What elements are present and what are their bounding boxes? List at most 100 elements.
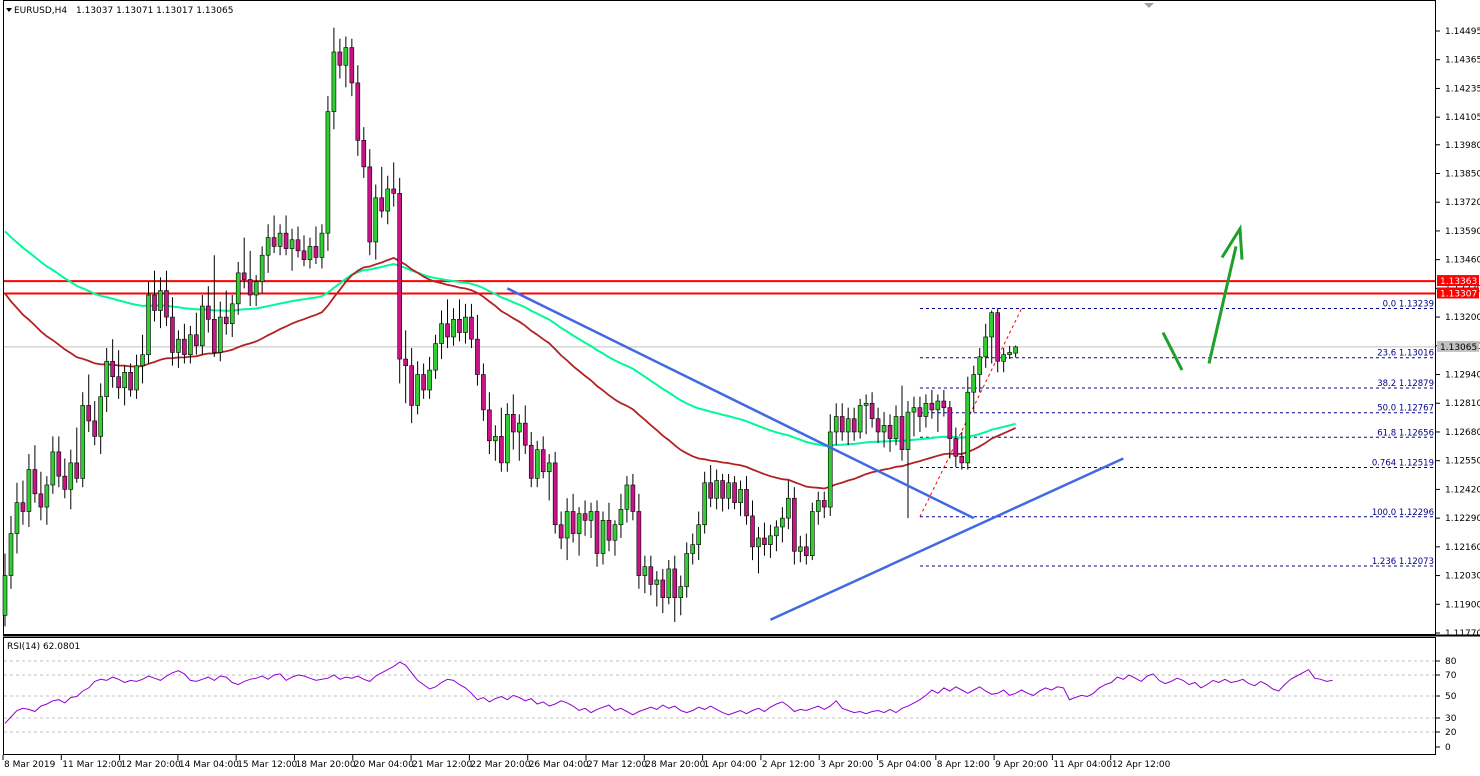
price-scale[interactable]: 1.14495 1.14365 1.14235 1.14105 1.13980 1.138… [1435, 27, 1480, 639]
candle [451, 308, 456, 346]
price-scale-tick-label: 1.14235 [1445, 84, 1480, 94]
candle [439, 310, 444, 360]
fibonacci-retracement[interactable]: 0.0 1.13239 23.6 1.13016 38.2 1.12879 50.0 … [919, 299, 1435, 567]
candle-body [558, 524, 564, 539]
candle [44, 476, 50, 525]
candle-body [427, 369, 432, 391]
candle-body [8, 533, 14, 576]
candle [481, 363, 486, 421]
candle-body [941, 400, 947, 408]
candle-body [624, 484, 630, 510]
candle-body [570, 511, 576, 534]
candle-body [505, 413, 510, 464]
candle-body [373, 197, 379, 243]
candle [953, 427, 959, 468]
time-axis-label: 5 Apr 04:00 [879, 760, 932, 770]
candle-body [827, 431, 833, 508]
candle-body [469, 316, 474, 340]
candle [14, 482, 20, 554]
candle [636, 493, 642, 589]
candle-body [152, 294, 157, 311]
candle [188, 325, 193, 364]
price-scale-tick-label: 1.13200 [1445, 313, 1480, 323]
price-tag: 1.13065 [1437, 340, 1479, 353]
candle-body [253, 281, 259, 296]
candle [289, 228, 295, 271]
candle [457, 299, 462, 342]
candle [2, 553, 8, 627]
rsi-indicator: 80 70 50 30 20 0 [4, 657, 1457, 753]
candle [893, 405, 899, 446]
candle-body [798, 546, 803, 552]
candle-body [815, 500, 821, 512]
candle-body [223, 316, 229, 325]
candle-body [612, 524, 618, 541]
candle [654, 571, 660, 607]
candle-body [839, 416, 845, 433]
candle-body [259, 254, 265, 283]
candle-body [660, 579, 666, 598]
candle-body [510, 413, 516, 433]
candle-body [62, 475, 68, 490]
candle-body [774, 526, 779, 537]
forecast-dip-line [1161, 331, 1184, 371]
rsi-scale-label: 80 [1445, 657, 1457, 667]
candle [875, 407, 881, 444]
candle-body [959, 455, 965, 464]
candle [624, 476, 630, 523]
symbol-label: EURUSD,H4 [14, 6, 67, 16]
candle [738, 480, 743, 516]
trendlines[interactable] [506, 287, 1124, 621]
price-scale-tick-label: 1.13590 [1445, 227, 1480, 237]
candle [361, 127, 367, 178]
shift-marker-icon[interactable] [1144, 3, 1154, 8]
candle-body [965, 391, 971, 464]
candle [104, 348, 109, 413]
candle [50, 436, 56, 494]
candle [702, 471, 707, 534]
candle [499, 407, 504, 472]
candle-body [391, 188, 397, 194]
symbol-dropdown-icon[interactable] [6, 8, 12, 12]
price-scale-tick-label: 1.14495 [1445, 27, 1480, 37]
candle [666, 560, 672, 605]
candle-body [809, 511, 815, 556]
candle [427, 356, 432, 399]
candle [307, 237, 313, 269]
candle-body [887, 425, 893, 439]
candle-body [708, 482, 713, 499]
price-scale-tick-label: 1.13460 [1445, 256, 1480, 266]
candle [905, 401, 911, 519]
candle [923, 394, 929, 428]
candle [959, 431, 965, 470]
candle [768, 524, 773, 558]
candle-body [534, 449, 540, 479]
time-axis-label: 15 Mar 12:00 [237, 760, 297, 770]
price-scale-tick-label: 1.13980 [1445, 141, 1480, 151]
ma-slow-line [4, 256, 1016, 490]
candle-body [493, 436, 498, 442]
fib-level-label: 0.764 1.12519 [1372, 459, 1434, 469]
candle [977, 348, 983, 393]
candle [158, 277, 163, 329]
candle [929, 389, 935, 419]
candle-body [720, 480, 725, 499]
candlesticks [2, 27, 1018, 627]
candle-body [672, 568, 678, 598]
price-scale-tick-label: 1.14105 [1445, 113, 1480, 123]
price-tag-label: 1.13307 [1440, 289, 1477, 299]
candle [505, 403, 510, 472]
candle-body [421, 374, 426, 391]
price-scale-tick-label: 1.12810 [1445, 399, 1480, 409]
resistance-lines[interactable] [4, 280, 1435, 295]
candle [26, 454, 32, 527]
candle-body [319, 232, 325, 258]
candle [259, 246, 265, 293]
candle-body [690, 544, 696, 554]
time-axis-label: 12 Mar 20:00 [121, 760, 181, 770]
candle [271, 215, 277, 254]
candle [510, 394, 516, 450]
